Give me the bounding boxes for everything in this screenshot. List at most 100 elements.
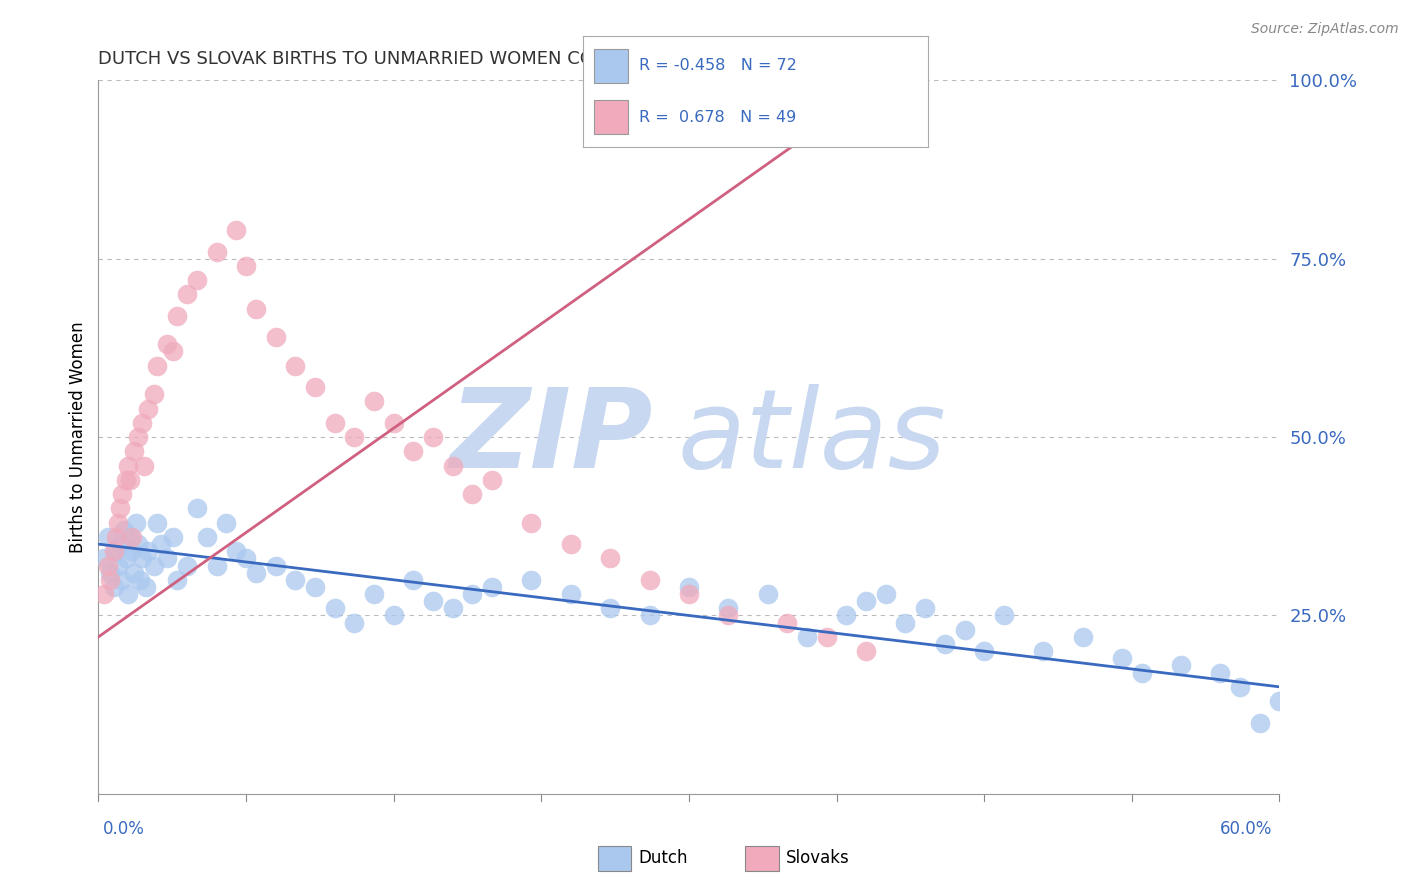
Point [1170,658,1192,673]
Point [993,608,1015,623]
Point [382,608,405,623]
Point [166,309,188,323]
Point [855,644,877,658]
Point [717,601,740,615]
Point [235,259,257,273]
Point [245,301,267,316]
Point [304,380,326,394]
Point [855,594,877,608]
Point [111,573,134,587]
Text: 0.0%: 0.0% [103,820,145,838]
Point [146,516,169,530]
Point [402,573,425,587]
Point [162,344,184,359]
Point [103,544,125,558]
Point [284,573,307,587]
Point [205,244,228,259]
Point [122,566,145,580]
Point [127,537,149,551]
Point [678,580,700,594]
Point [382,416,405,430]
Point [363,587,385,601]
FancyBboxPatch shape [593,101,628,134]
Point [776,615,799,630]
Point [121,530,143,544]
Point [142,558,165,573]
Text: R = -0.458   N = 72: R = -0.458 N = 72 [638,58,796,73]
Y-axis label: Births to Unmarried Women: Births to Unmarried Women [69,321,87,553]
Point [1229,680,1251,694]
Point [135,580,157,594]
Point [402,444,425,458]
Point [441,601,464,615]
Point [128,573,150,587]
Point [156,337,179,351]
Point [105,544,128,558]
Point [441,458,464,473]
Point [98,566,121,580]
Text: Dutch: Dutch [638,849,688,867]
Point [122,444,145,458]
Point [756,587,779,601]
Point [205,558,228,573]
Point [225,544,247,558]
Point [1111,651,1133,665]
Point [136,544,159,558]
Point [215,516,238,530]
Point [115,551,138,566]
Point [323,601,346,615]
Point [678,587,700,601]
Point [127,430,149,444]
Point [973,644,995,658]
Point [245,566,267,580]
Point [599,601,621,615]
Point [323,416,346,430]
Point [343,615,366,630]
Point [1071,630,1094,644]
Point [461,587,484,601]
Point [107,516,129,530]
Text: ZIP: ZIP [450,384,654,491]
Point [166,573,188,587]
Point [176,287,198,301]
Point [599,551,621,566]
Point [264,558,287,573]
Point [131,551,153,566]
Point [461,487,484,501]
Point [108,537,131,551]
Point [953,623,976,637]
Point [343,430,366,444]
Point [108,501,131,516]
Point [117,458,139,473]
Point [1032,644,1054,658]
Text: Source: ZipAtlas.com: Source: ZipAtlas.com [1251,22,1399,37]
Point [894,615,917,630]
Point [560,587,582,601]
Point [1249,715,1271,730]
Point [156,551,179,566]
Point [186,501,208,516]
Point [875,587,897,601]
Text: atlas: atlas [678,384,946,491]
Point [105,530,128,544]
Point [186,273,208,287]
Point [235,551,257,566]
Point [136,401,159,416]
Point [422,594,444,608]
Point [934,637,956,651]
Text: R =  0.678   N = 49: R = 0.678 N = 49 [638,110,796,125]
Point [146,359,169,373]
Point [115,473,138,487]
Point [131,416,153,430]
Point [284,359,307,373]
Point [1268,694,1291,708]
Point [93,587,115,601]
Point [98,573,121,587]
Point [132,458,155,473]
Point [195,530,218,544]
Point [422,430,444,444]
Point [520,573,543,587]
Point [97,558,120,573]
Point [125,516,148,530]
Text: Slovaks: Slovaks [786,849,849,867]
